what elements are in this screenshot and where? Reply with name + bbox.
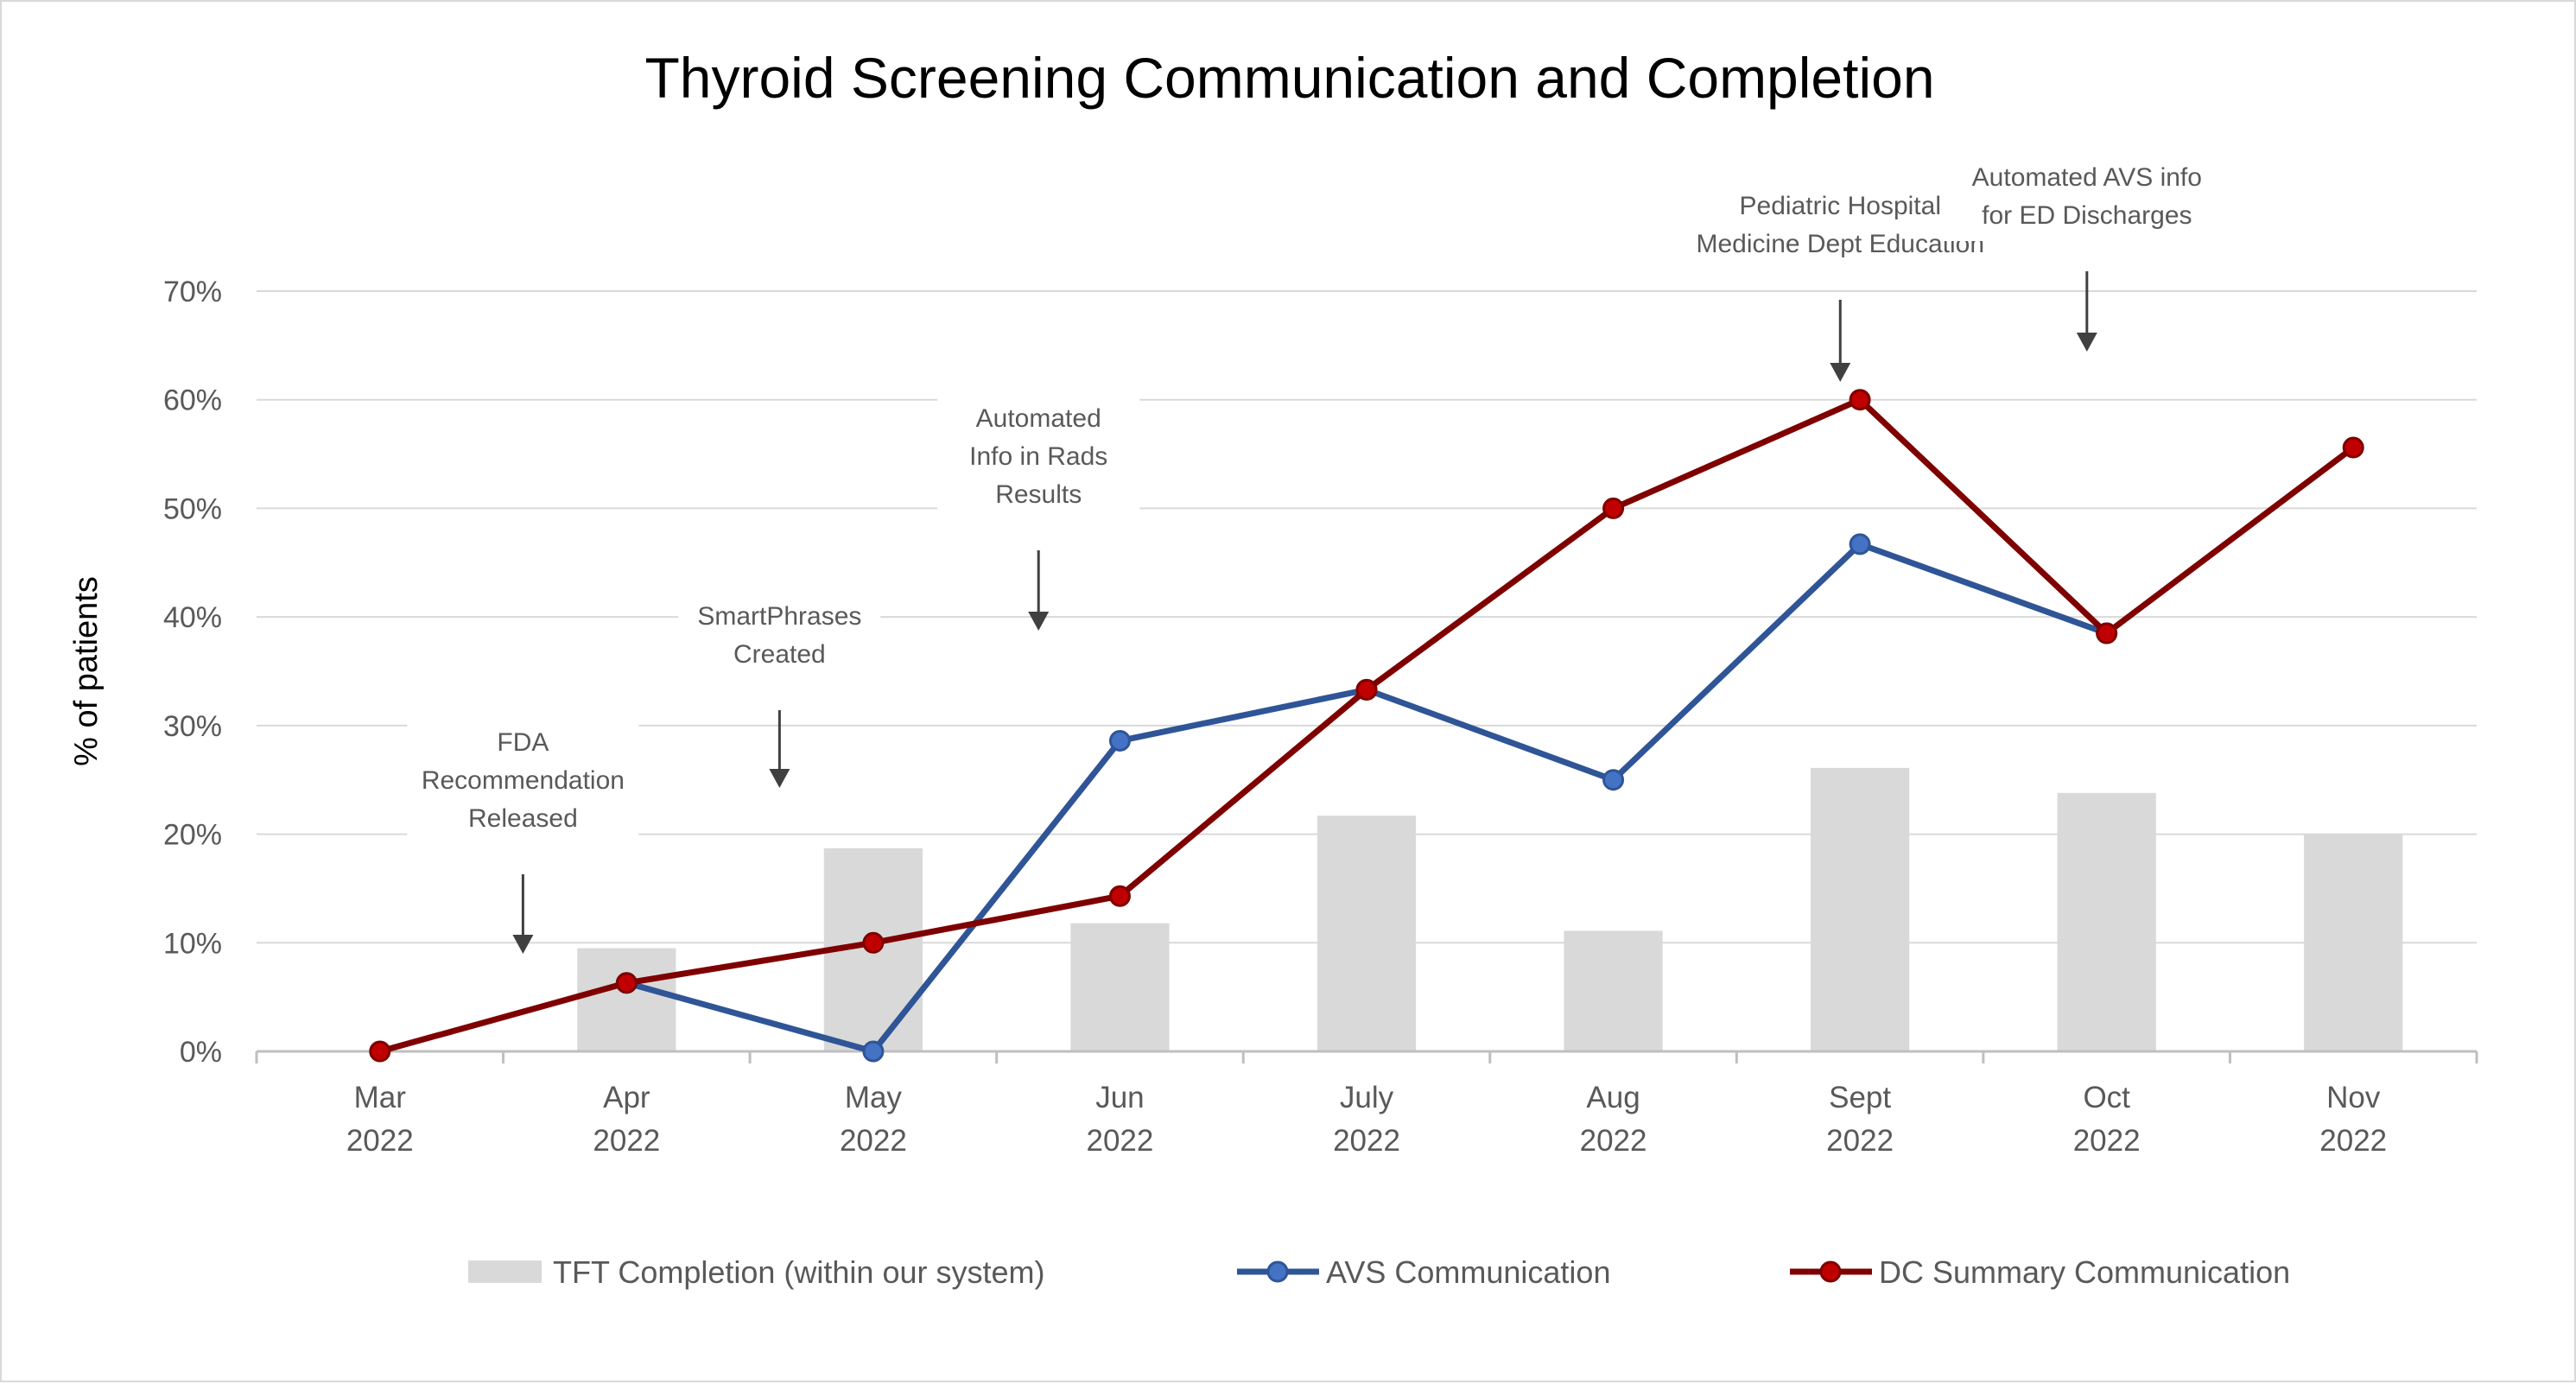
y-tick-label: 20% (163, 819, 222, 852)
series-point (615, 972, 638, 994)
annotation-text: Released (468, 804, 578, 833)
x-tick-label-year: 2022 (1580, 1124, 1647, 1158)
x-tick-label-year: 2022 (1333, 1124, 1400, 1158)
annotation-background (1941, 151, 2232, 241)
legend-swatch-marker (1819, 1260, 1842, 1283)
legend-label: DC Summary Communication (1879, 1254, 2290, 1290)
x-tick-label-month: Jun (1095, 1081, 1144, 1114)
series-point (1108, 885, 1131, 907)
y-tick-label: 30% (163, 710, 222, 743)
series-point (862, 1040, 885, 1063)
annotation-text: Recommendation (422, 766, 625, 795)
annotation-text: Automated AVS info (1972, 163, 2202, 192)
y-tick-label: 10% (163, 927, 222, 960)
annotation-text: Pediatric Hospital (1740, 192, 1941, 220)
series-point (1849, 533, 1871, 556)
x-tick-label-year: 2022 (1087, 1124, 1154, 1158)
bar (1317, 816, 1417, 1051)
annotation-text: Automated (976, 404, 1101, 433)
chart-title: Thyroid Screening Communication and Comp… (644, 46, 1934, 110)
legend-label: AVS Communication (1326, 1254, 1610, 1290)
y-tick-label: 60% (163, 384, 222, 417)
annotation-text: SmartPhrases (697, 602, 861, 631)
y-tick-label: 0% (180, 1036, 222, 1069)
x-tick-label-month: May (845, 1081, 903, 1114)
y-tick-label: 70% (163, 276, 222, 308)
annotation-background (407, 716, 639, 844)
annotation-text: Info in Rads (969, 442, 1107, 471)
annotation-arrow-head (769, 769, 790, 788)
x-tick-label-year: 2022 (2073, 1124, 2141, 1158)
bar (1811, 767, 1910, 1051)
y-tick-label: 50% (163, 492, 222, 525)
bar (2057, 792, 2156, 1051)
x-tick-label-month: Nov (2326, 1081, 2381, 1114)
x-tick-label-month: Oct (2083, 1081, 2130, 1114)
annotation-text: for ED Discharges (1982, 201, 2192, 230)
y-tick-label: 40% (163, 601, 222, 634)
annotation-arrow-head (1830, 363, 1851, 382)
x-tick-label-year: 2022 (593, 1124, 660, 1158)
annotation-background (678, 590, 881, 680)
bar (577, 948, 676, 1051)
series-point (2342, 436, 2364, 459)
x-tick-label-year: 2022 (346, 1124, 414, 1158)
annotation-text: Medicine Dept Education (1697, 230, 1985, 258)
legend-label: TFT Completion (within our system) (553, 1254, 1044, 1290)
bar (1564, 930, 1663, 1051)
x-tick-label-month: Sept (1829, 1081, 1891, 1114)
series-point (862, 931, 885, 954)
legend-swatch-marker (1266, 1260, 1289, 1283)
annotation-text: Results (995, 480, 1082, 509)
annotation-arrow-head (512, 935, 534, 954)
series-point (1602, 769, 1625, 791)
series-point (1355, 678, 1378, 701)
y-axis-label: % of patients (68, 576, 105, 766)
x-tick-label-month: Apr (603, 1081, 650, 1114)
series-point (369, 1040, 391, 1063)
annotation-text: FDA (497, 728, 549, 757)
legend-swatch-bar (468, 1260, 542, 1283)
x-tick-label-month: Aug (1586, 1081, 1640, 1114)
annotation-background (937, 392, 1140, 520)
annotation-text: Created (733, 640, 826, 669)
series-point (1602, 497, 1625, 519)
x-tick-label-month: July (1340, 1081, 1394, 1114)
series-point (1108, 729, 1131, 752)
series-point (1849, 389, 1871, 411)
bar (2304, 834, 2403, 1051)
annotation-arrow-head (2076, 333, 2097, 352)
x-tick-label-year: 2022 (840, 1124, 907, 1158)
bar (1070, 923, 1170, 1051)
x-tick-label-year: 2022 (2319, 1124, 2387, 1158)
x-tick-label-year: 2022 (1826, 1124, 1894, 1158)
annotation-arrow-head (1028, 612, 1050, 631)
series-point (2096, 622, 2118, 644)
x-tick-label-month: Mar (354, 1081, 407, 1114)
